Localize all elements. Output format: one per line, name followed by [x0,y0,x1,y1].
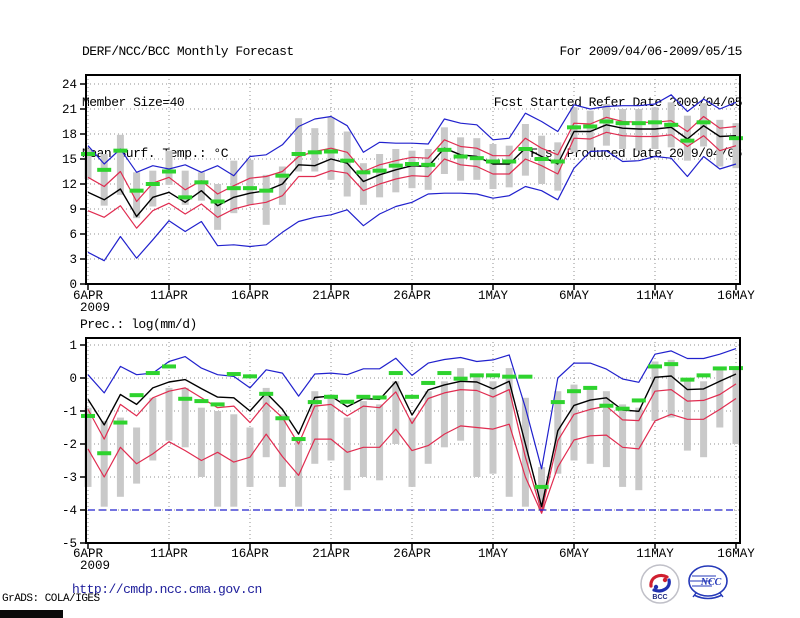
svg-text:6MAY: 6MAY [559,547,590,561]
prec-panel-label: Prec.: log(mm/d) [80,317,197,332]
svg-text:1MAY: 1MAY [478,547,509,561]
bcc-logo: BCC [640,564,680,604]
svg-text:16MAY: 16MAY [717,547,755,561]
svg-text:3: 3 [69,253,77,267]
svg-text:6MAY: 6MAY [559,289,590,303]
svg-text:26APR: 26APR [393,547,431,561]
svg-text:0: 0 [69,372,77,386]
page-title: DERF/NCC/BCC Monthly Forecast [82,44,294,59]
svg-text:26APR: 26APR [393,289,431,303]
svg-text:6APR: 6APR [73,547,104,561]
svg-text:NCC: NCC [700,577,722,588]
svg-text:11MAY: 11MAY [636,289,674,303]
svg-text:24: 24 [62,78,77,92]
svg-text:21APR: 21APR [312,289,350,303]
bottom-left-black-bar [0,610,63,618]
header-left: DERF/NCC/BCC Monthly Forecast Member Siz… [82,9,294,196]
svg-text:16APR: 16APR [231,289,269,303]
svg-text:16APR: 16APR [231,547,269,561]
svg-text:11APR: 11APR [150,289,188,303]
svg-text:11APR: 11APR [150,547,188,561]
forecast-range-label: For 2009/04/06-2009/05/15 [559,44,742,59]
svg-text:12: 12 [62,178,77,192]
svg-text:1MAY: 1MAY [478,289,509,303]
svg-text:21APR: 21APR [312,547,350,561]
svg-text:2009: 2009 [80,301,110,315]
member-size-label: Member Size=40 [82,95,185,110]
ncc-logo: NCC [688,565,728,600]
svg-text:16MAY: 16MAY [717,289,755,303]
svg-text:18: 18 [62,128,77,142]
svg-text:15: 15 [62,153,77,167]
svg-text:-5: -5 [62,537,77,551]
svg-text:21: 21 [62,103,77,117]
svg-text:1: 1 [69,339,77,353]
svg-text:0: 0 [69,278,77,292]
svg-text:11MAY: 11MAY [636,547,674,561]
svg-text:-4: -4 [62,504,77,518]
svg-text:6APR: 6APR [73,289,104,303]
svg-text:2009: 2009 [80,559,110,573]
svg-text:BCC: BCC [652,594,667,601]
svg-text:-3: -3 [62,471,77,485]
source-url-link[interactable]: http://cmdp.ncc.cma.gov.cn [72,582,262,597]
svg-text:6: 6 [69,228,77,242]
svg-text:9: 9 [69,203,77,217]
svg-text:-1: -1 [62,405,77,419]
grads-credit: GrADS: COLA/IGES [2,593,100,605]
svg-text:-2: -2 [62,438,77,452]
